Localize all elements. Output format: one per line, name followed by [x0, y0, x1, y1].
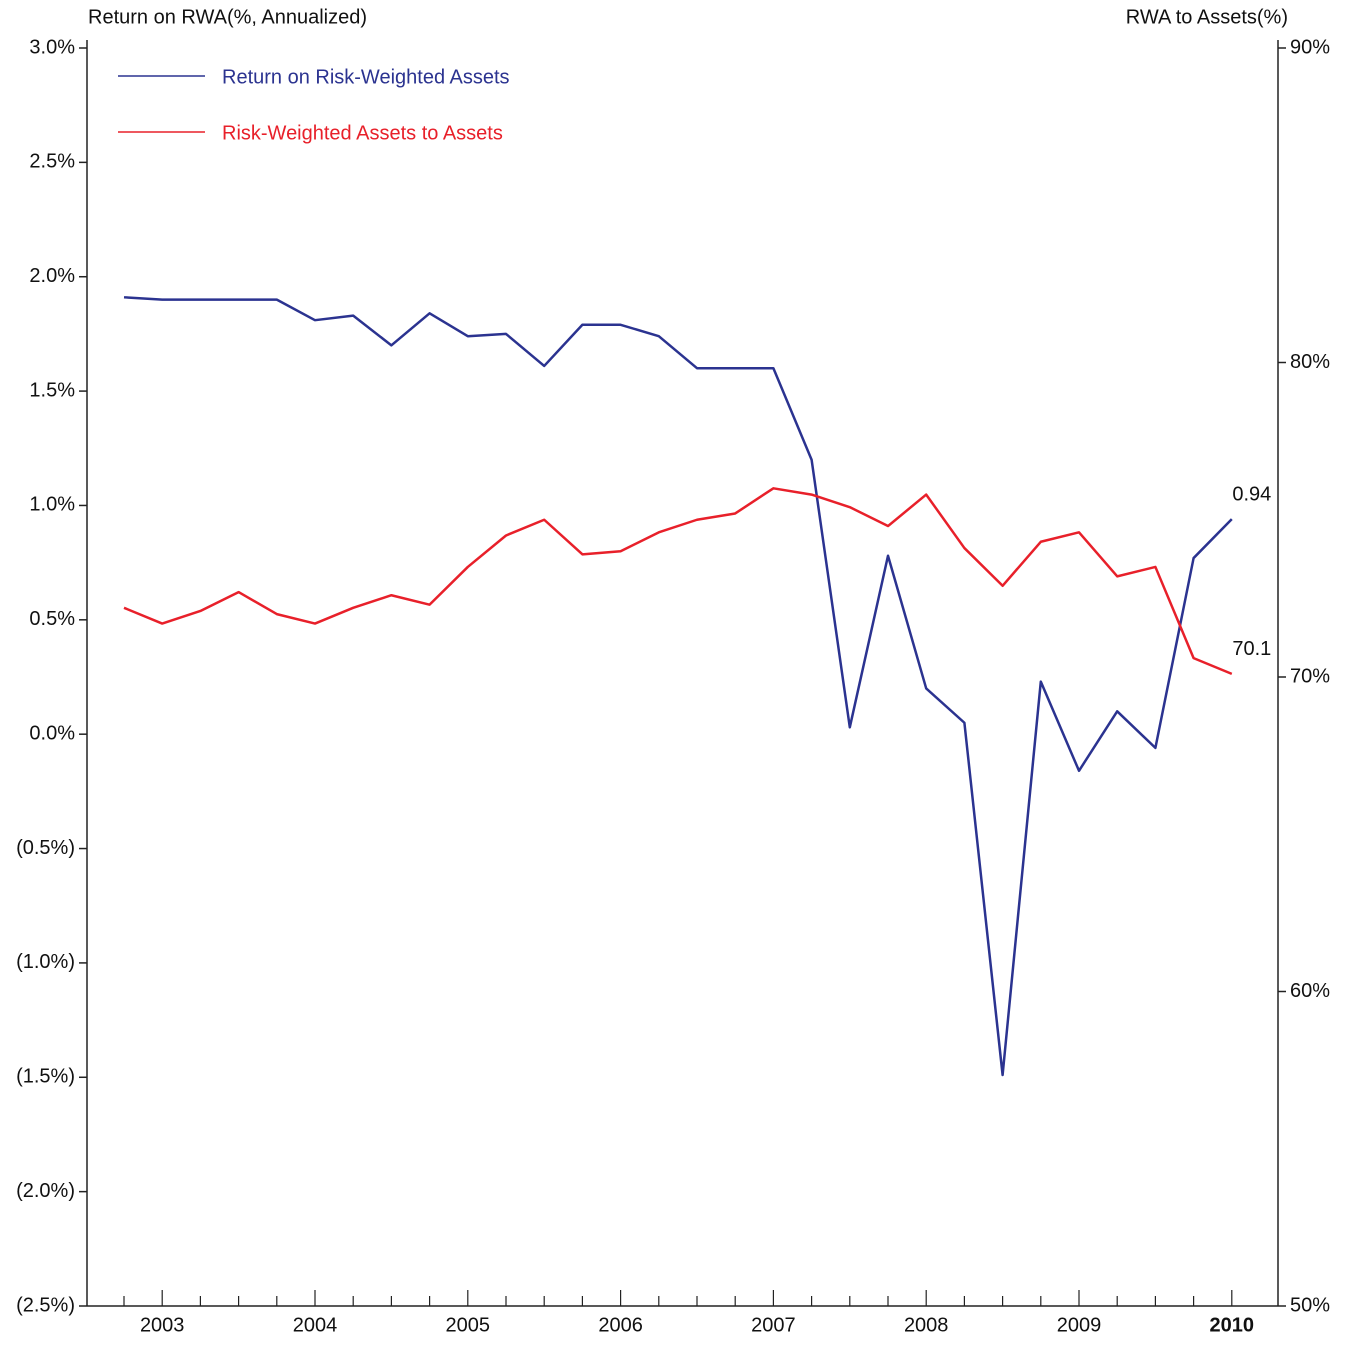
y-axis-title: Return on RWA(%, Annualized) — [88, 6, 367, 28]
end-label: 0.94 — [1232, 483, 1271, 505]
y2-tick-label: 50% — [1290, 1294, 1330, 1316]
x-tick-label: 2010 — [1210, 1314, 1255, 1336]
end-label: 70.1 — [1232, 638, 1271, 660]
x-tick-label: 2008 — [904, 1314, 949, 1336]
y-tick-label: (2.0%) — [16, 1180, 75, 1202]
y-tick-label: 3.0% — [29, 36, 75, 58]
y-tick-label: (0.5%) — [16, 837, 75, 859]
y2-tick-label: 60% — [1290, 980, 1330, 1002]
y-tick-label: 0.0% — [29, 722, 75, 744]
y-tick-label: (2.5%) — [16, 1294, 75, 1316]
y-tick-label: 1.0% — [29, 494, 75, 516]
y-tick-label: 2.0% — [29, 265, 75, 287]
y-tick-label: (1.5%) — [16, 1066, 75, 1088]
legend-label: Return on Risk-Weighted Assets — [222, 66, 510, 88]
series-line — [123, 296, 1233, 1077]
y2-tick-label: 80% — [1290, 351, 1330, 373]
y-tick-label: 1.5% — [29, 379, 75, 401]
x-tick-label: 2004 — [293, 1314, 338, 1336]
x-tick-label: 2003 — [140, 1314, 185, 1336]
y-tick-label: 0.5% — [29, 608, 75, 630]
x-tick-label: 2007 — [751, 1314, 796, 1336]
x-tick-label: 2005 — [446, 1314, 491, 1336]
legend-label: Risk-Weighted Assets to Assets — [222, 122, 503, 144]
series-line — [123, 487, 1233, 676]
y2-axis-title: RWA to Assets(%) — [1126, 6, 1288, 28]
y2-tick-label: 70% — [1290, 665, 1330, 687]
y-tick-label: (1.0%) — [16, 951, 75, 973]
x-tick-label: 2009 — [1057, 1314, 1102, 1336]
x-tick-label: 2006 — [598, 1314, 643, 1336]
y-tick-label: 2.5% — [29, 151, 75, 173]
y2-tick-label: 90% — [1290, 36, 1330, 58]
